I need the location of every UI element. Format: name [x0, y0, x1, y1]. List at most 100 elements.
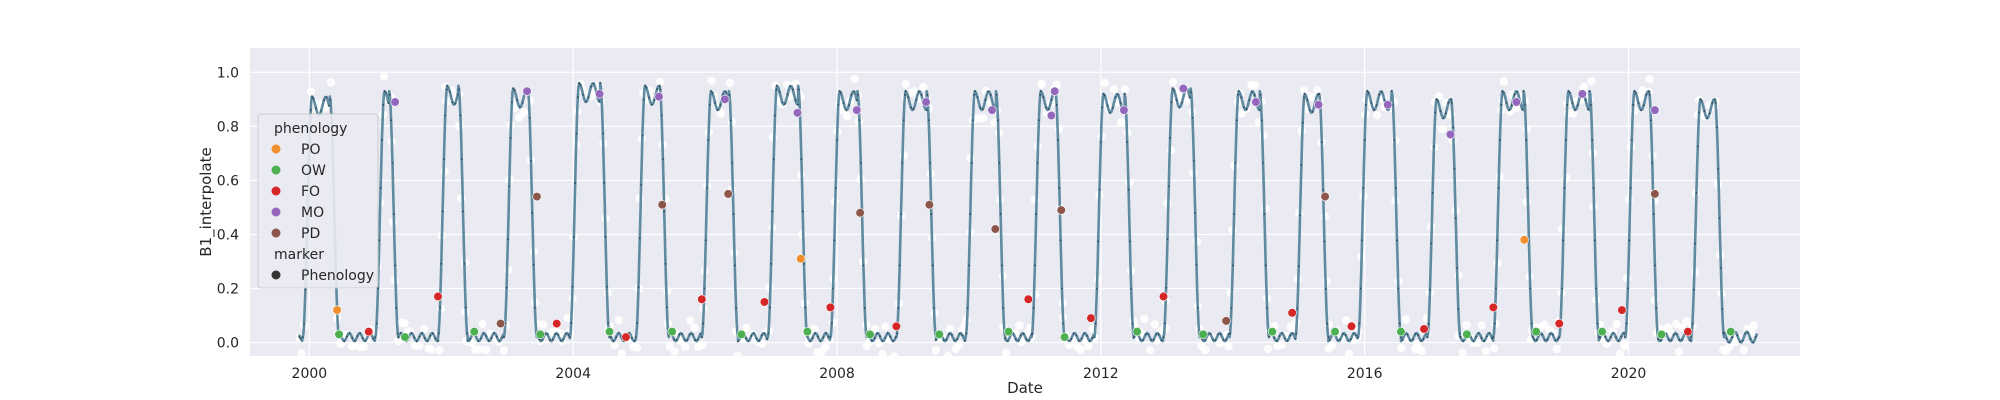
- series-point: [1324, 287, 1327, 290]
- series-point: [1327, 336, 1330, 338]
- series-point: [827, 336, 830, 338]
- series-point: [1620, 335, 1623, 338]
- raw-point: [1481, 346, 1491, 356]
- series-point: [1047, 108, 1050, 111]
- series-point: [1717, 167, 1720, 170]
- legend-marker-title: marker: [274, 247, 324, 263]
- series-point: [1741, 339, 1744, 342]
- series-point: [1419, 339, 1422, 342]
- series-point: [1349, 338, 1352, 340]
- series-point: [617, 332, 620, 334]
- raw-point: [733, 351, 742, 360]
- phenology-point-fo: [1419, 324, 1429, 334]
- series-point: [351, 337, 354, 339]
- y-tick-label: 0.6: [217, 173, 239, 189]
- series-point: [1457, 308, 1460, 310]
- raw-point: [1671, 319, 1681, 329]
- series-point: [1117, 93, 1119, 96]
- series-point: [630, 336, 633, 339]
- series-point: [1456, 266, 1458, 269]
- series-point: [1422, 338, 1425, 340]
- series-point: [1501, 90, 1504, 93]
- series-point: [904, 93, 906, 96]
- series-point: [538, 338, 541, 341]
- series-point: [716, 109, 719, 111]
- raw-point: [1645, 75, 1654, 84]
- series-point: [1411, 338, 1414, 341]
- series-point: [711, 91, 714, 94]
- series-point: [329, 99, 332, 102]
- series-point: [984, 98, 987, 101]
- x-tick-label: 2008: [819, 366, 855, 382]
- series-point: [509, 136, 512, 139]
- series-point: [304, 288, 307, 291]
- series-point: [1637, 101, 1640, 104]
- raw-point: [1499, 77, 1509, 86]
- series-point: [1394, 187, 1397, 189]
- raw-point: [1201, 345, 1210, 355]
- series-point: [816, 335, 819, 338]
- series-point: [348, 332, 351, 335]
- series-point: [1165, 286, 1168, 289]
- raw-point: [499, 346, 509, 355]
- series-point: [1303, 93, 1306, 95]
- phenology-point-ow: [334, 329, 344, 339]
- series-point: [361, 337, 364, 340]
- series-point: [391, 162, 394, 164]
- series-point: [834, 187, 837, 189]
- series-point: [1111, 107, 1114, 109]
- phenology-point-mo: [1251, 97, 1261, 107]
- series-point: [892, 340, 894, 343]
- series-point: [1562, 239, 1565, 242]
- series-point: [454, 102, 457, 105]
- raw-point: [943, 351, 952, 360]
- raw-point: [1417, 346, 1426, 356]
- series-point: [981, 108, 984, 111]
- series-point: [976, 96, 979, 99]
- series-point: [1706, 117, 1708, 120]
- raw-point: [1328, 341, 1337, 350]
- series-point: [1558, 336, 1561, 338]
- series-point: [1500, 103, 1503, 106]
- series-point: [1045, 106, 1048, 109]
- raw-point: [1344, 349, 1354, 359]
- raw-point: [1552, 344, 1562, 354]
- series-point: [1217, 333, 1220, 336]
- phenology-point-mo: [1383, 100, 1393, 110]
- series-point: [415, 340, 418, 343]
- series-point: [658, 85, 661, 88]
- series-point: [675, 339, 678, 342]
- y-tick-label: 0.2: [217, 281, 239, 297]
- x-tick-label: 2016: [1347, 366, 1383, 382]
- series-point: [1378, 93, 1381, 96]
- series-point: [1645, 93, 1648, 96]
- series-point: [479, 337, 482, 340]
- raw-point: [614, 316, 624, 325]
- series-point: [612, 340, 615, 343]
- series-point: [1417, 334, 1420, 336]
- raw-point: [1140, 314, 1149, 324]
- phenology-point-ow: [604, 327, 615, 337]
- series-point: [634, 336, 637, 338]
- raw-point: [1568, 109, 1578, 118]
- raw-point: [966, 153, 975, 163]
- series-point: [642, 98, 645, 101]
- series-point: [607, 322, 610, 324]
- series-point: [346, 335, 348, 338]
- x-tick-label: 2020: [1611, 366, 1647, 382]
- raw-point: [716, 109, 725, 118]
- series-point: [1320, 141, 1323, 144]
- series-point: [506, 238, 509, 241]
- series-point: [907, 96, 910, 99]
- series-point: [660, 114, 663, 117]
- series-point: [1294, 337, 1297, 340]
- series-point: [896, 332, 898, 335]
- series-point: [598, 100, 600, 103]
- phenology-point-ow: [535, 329, 545, 339]
- series-point: [842, 101, 845, 104]
- series-point: [819, 340, 822, 343]
- series-point: [876, 332, 879, 335]
- series-point: [912, 108, 915, 111]
- series-point: [1655, 307, 1658, 309]
- series-point: [840, 91, 842, 94]
